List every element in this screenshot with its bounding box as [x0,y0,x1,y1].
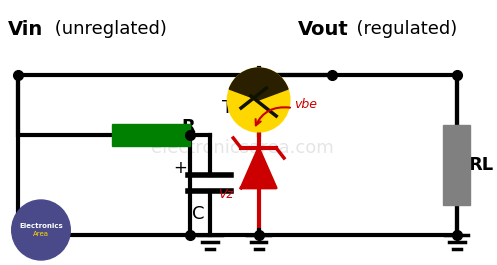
Bar [443,125,471,205]
Text: vbe: vbe [294,99,317,112]
Text: (unreglated): (unreglated) [49,20,166,38]
Text: Electronics: Electronics [19,223,63,229]
Text: +: + [173,159,187,177]
Circle shape [12,200,70,260]
Bar [112,124,190,146]
Circle shape [228,68,290,132]
Text: RL: RL [469,156,494,174]
Text: T: T [222,99,233,117]
Polygon shape [241,148,276,188]
Text: electronicsarea.com: electronicsarea.com [151,139,333,157]
Text: Vout: Vout [298,20,348,39]
Text: Vin: Vin [8,20,43,39]
Text: C: C [192,205,205,223]
Text: R: R [181,118,195,136]
Text: Area: Area [33,231,49,237]
Text: Vz: Vz [218,188,233,201]
Wedge shape [229,68,288,100]
Text: (regulated): (regulated) [344,20,457,38]
